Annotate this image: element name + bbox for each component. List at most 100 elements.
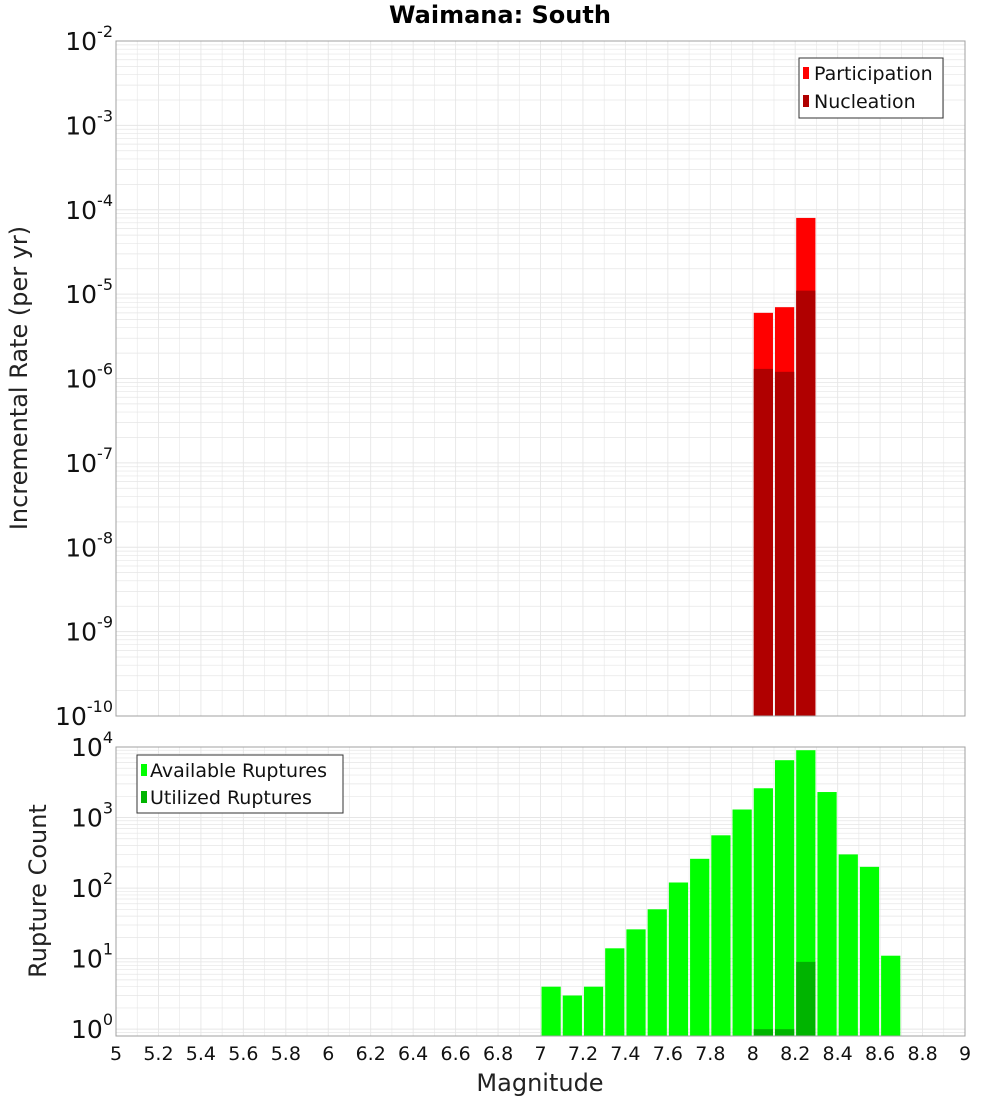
y-tick-label: 10-6 [65, 360, 113, 394]
count-bars [541, 750, 901, 1036]
participation-legend-label: Participation [814, 63, 933, 85]
x-tick-label: 7.6 [653, 1043, 683, 1065]
nucleation-bar [796, 290, 816, 716]
y-tick-base: 10 [65, 27, 97, 56]
y-tick-base: 10 [65, 365, 97, 394]
x-tick-label: 9 [959, 1043, 971, 1065]
rate-y-tick-labels: 10-210-310-410-510-610-710-810-910-10 [55, 22, 113, 731]
available-ruptures-bar [668, 882, 689, 1036]
count-plot-frame [115, 746, 966, 1037]
y-tick-base: 10 [65, 196, 97, 225]
available-ruptures-bar [541, 986, 561, 1036]
x-tick-label: 8.8 [907, 1043, 937, 1065]
rate-legend-box [798, 57, 944, 119]
nucleation-bar [774, 371, 795, 716]
available-legend-label: Available Ruptures [150, 760, 327, 782]
y-tick-exponent: -4 [97, 191, 113, 210]
x-tick-label: 5.6 [228, 1043, 258, 1065]
y-tick-exponent: -3 [97, 106, 113, 125]
y-tick-base: 10 [65, 280, 97, 309]
x-tick-label: 6.6 [440, 1043, 470, 1065]
y-tick-label: 102 [71, 869, 113, 903]
rate-gridlines [115, 40, 966, 717]
rate-panel: 10-210-310-410-510-610-710-810-910-10 In… [5, 22, 966, 731]
y-tick-exponent: 1 [103, 940, 113, 959]
y-tick-exponent: -9 [97, 613, 113, 632]
utilized-legend-swatch [141, 791, 147, 803]
y-tick-label: 10-8 [65, 528, 113, 562]
y-tick-exponent: 0 [103, 1010, 113, 1029]
y-tick-label: 10-7 [65, 444, 113, 478]
y-tick-exponent: -10 [87, 697, 113, 716]
x-tick-label: 5.2 [143, 1043, 173, 1065]
x-tick-label: 8.4 [823, 1043, 853, 1065]
magnitude-x-axis-title: Magnitude [476, 1069, 603, 1097]
y-tick-label: 100 [71, 1010, 113, 1044]
y-tick-exponent: 2 [103, 869, 113, 888]
y-tick-base: 10 [71, 945, 103, 974]
utilized-legend-label: Utilized Ruptures [150, 787, 312, 809]
x-tick-label: 7.4 [610, 1043, 640, 1065]
x-tick-label: 6.8 [483, 1043, 513, 1065]
available-ruptures-bar [859, 866, 880, 1036]
nucleation-bar [753, 368, 773, 716]
y-tick-label: 10-3 [65, 106, 113, 140]
y-tick-label: 104 [71, 728, 113, 762]
y-tick-exponent: -8 [97, 528, 113, 547]
available-ruptures-bar [881, 955, 901, 1036]
x-tick-label: 6.2 [356, 1043, 386, 1065]
available-ruptures-bar [562, 995, 582, 1036]
x-tick-label: 5.8 [271, 1043, 301, 1065]
y-tick-label: 10-2 [65, 22, 113, 56]
y-tick-label: 10-4 [65, 191, 113, 225]
utilized-ruptures-bar [796, 961, 816, 1036]
x-tick-label: 8 [747, 1043, 759, 1065]
available-ruptures-bar [753, 788, 773, 1036]
y-tick-exponent: -6 [97, 360, 113, 379]
y-tick-base: 10 [71, 1015, 103, 1044]
x-tick-label: 7 [534, 1043, 546, 1065]
y-tick-base: 10 [65, 618, 97, 647]
count-legend-box [136, 754, 344, 814]
utilized-ruptures-bar [774, 1029, 795, 1036]
y-tick-base: 10 [65, 533, 97, 562]
available-ruptures-bar [732, 809, 752, 1036]
y-tick-base: 10 [71, 874, 103, 903]
available-ruptures-bar [711, 835, 731, 1036]
y-tick-label: 10-10 [55, 697, 113, 731]
y-tick-label: 10-9 [65, 613, 113, 647]
x-tick-label: 5.4 [186, 1043, 216, 1065]
y-tick-exponent: -7 [97, 444, 113, 463]
count-y-axis-title: Rupture Count [24, 804, 52, 978]
y-tick-base: 10 [55, 702, 87, 731]
x-tick-label: 7.8 [695, 1043, 725, 1065]
available-ruptures-bar [647, 909, 667, 1036]
rate-bars [753, 217, 816, 716]
y-tick-exponent: -2 [97, 22, 113, 41]
available-ruptures-bar [626, 929, 646, 1036]
utilized-ruptures-bar [753, 1029, 773, 1036]
rate-plot-frame [115, 40, 966, 717]
y-tick-base: 10 [71, 733, 103, 762]
y-tick-label: 103 [71, 799, 113, 833]
available-ruptures-bar [690, 858, 710, 1036]
available-ruptures-bar [774, 760, 795, 1036]
participation-legend-swatch [803, 67, 809, 79]
x-tick-label: 5 [110, 1043, 122, 1065]
x-tick-label: 6.4 [398, 1043, 428, 1065]
magnitude-x-tick-labels: 5 5.2 5.4 5.6 5.8 6 6.2 6.4 6.6 6.8 7 7.2 7.4 7.6 7.8 8… [110, 1043, 971, 1065]
y-tick-exponent: 3 [103, 799, 113, 818]
y-tick-base: 10 [65, 111, 97, 140]
y-tick-base: 10 [71, 804, 103, 833]
y-tick-base: 10 [65, 449, 97, 478]
available-ruptures-bar [605, 948, 625, 1036]
x-tick-label: 8.6 [865, 1043, 895, 1065]
available-ruptures-bar [838, 854, 858, 1036]
x-tick-label: 8.2 [780, 1043, 810, 1065]
y-tick-label: 101 [71, 940, 113, 974]
available-legend-swatch [141, 764, 147, 776]
x-tick-label: 6 [322, 1043, 334, 1065]
y-tick-label: 10-5 [65, 275, 113, 309]
